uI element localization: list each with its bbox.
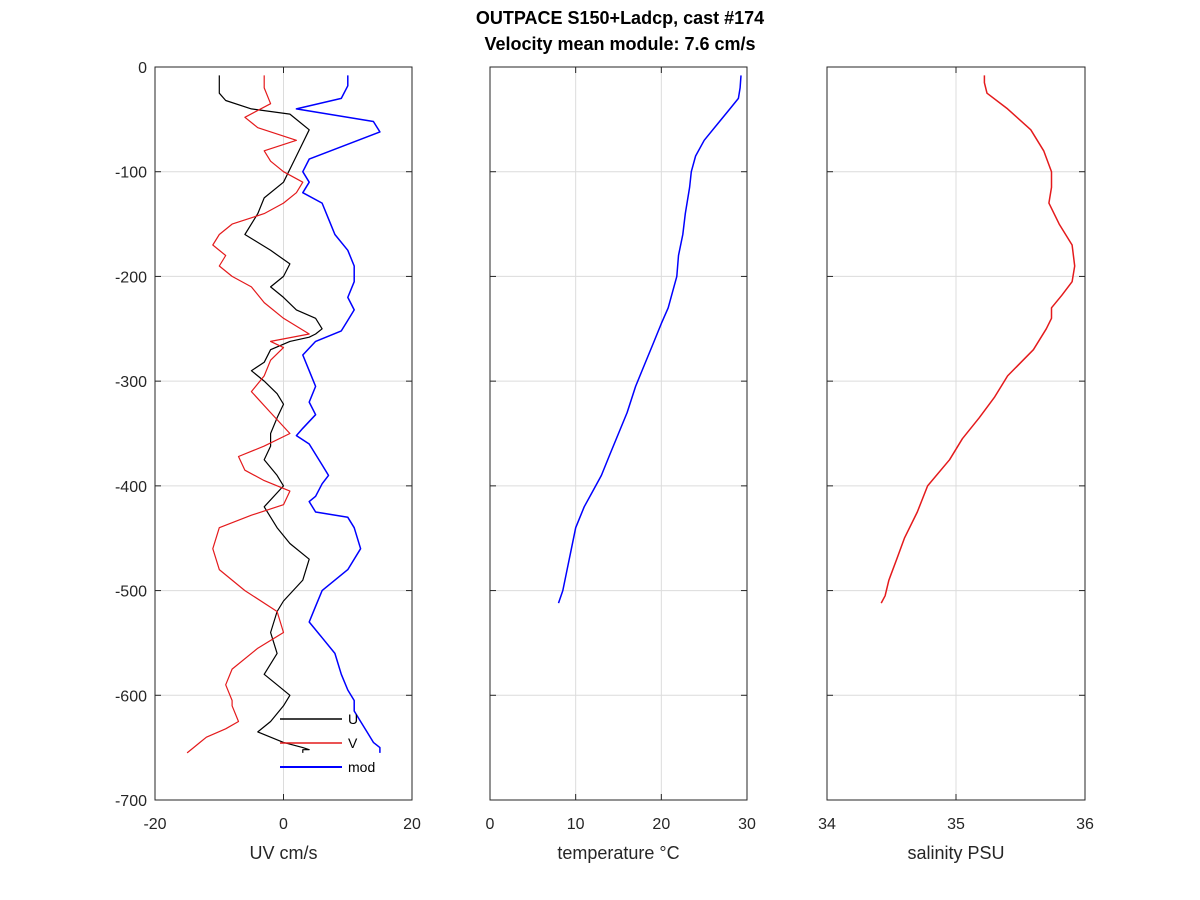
x-axis-label: UV cm/s bbox=[249, 843, 317, 863]
figure-title-line2: Velocity mean module: 7.6 cm/s bbox=[484, 34, 755, 54]
x-tick-label: 20 bbox=[403, 816, 421, 833]
legend-label-v: V bbox=[348, 735, 358, 751]
x-tick-label: 34 bbox=[818, 816, 836, 833]
x-tick-label: 0 bbox=[279, 816, 288, 833]
y-tick-label: -200 bbox=[115, 269, 147, 286]
series-line-v bbox=[186, 75, 310, 754]
temperature-panel: 0 10 20 30 temperature °C bbox=[486, 66, 756, 863]
x-axis-label: temperature °C bbox=[557, 843, 679, 863]
x-tick-label: 30 bbox=[738, 816, 756, 833]
y-tick-label: -400 bbox=[115, 479, 147, 496]
axes-box bbox=[489, 66, 748, 801]
x-tick-label: 20 bbox=[652, 816, 670, 833]
y-tick-label: -100 bbox=[115, 165, 147, 182]
x-tick-label: 0 bbox=[486, 816, 495, 833]
series-line-u bbox=[218, 75, 323, 753]
x-tick-label: 35 bbox=[947, 816, 965, 833]
y-tick-label: -600 bbox=[115, 688, 147, 705]
y-tick-label: -300 bbox=[115, 374, 147, 391]
series-line-profile bbox=[880, 75, 1076, 604]
series-line-mod bbox=[295, 75, 381, 753]
x-tick-label: 10 bbox=[567, 816, 585, 833]
x-axis-label: salinity PSU bbox=[907, 843, 1004, 863]
y-tick-label: -700 bbox=[115, 793, 147, 810]
x-tick-label: -20 bbox=[143, 816, 166, 833]
x-tick-label: 36 bbox=[1076, 816, 1094, 833]
salinity-panel: 34 35 36 salinity PSU bbox=[818, 66, 1094, 863]
legend-label-u: U bbox=[348, 711, 358, 727]
y-tick-label: 0 bbox=[138, 60, 147, 77]
y-tick-label: -500 bbox=[115, 584, 147, 601]
series-line-profile bbox=[557, 75, 742, 604]
figure-title-line1: OUTPACE S150+Ladcp, cast #174 bbox=[476, 8, 764, 28]
legend-label-mod: mod bbox=[348, 759, 375, 775]
